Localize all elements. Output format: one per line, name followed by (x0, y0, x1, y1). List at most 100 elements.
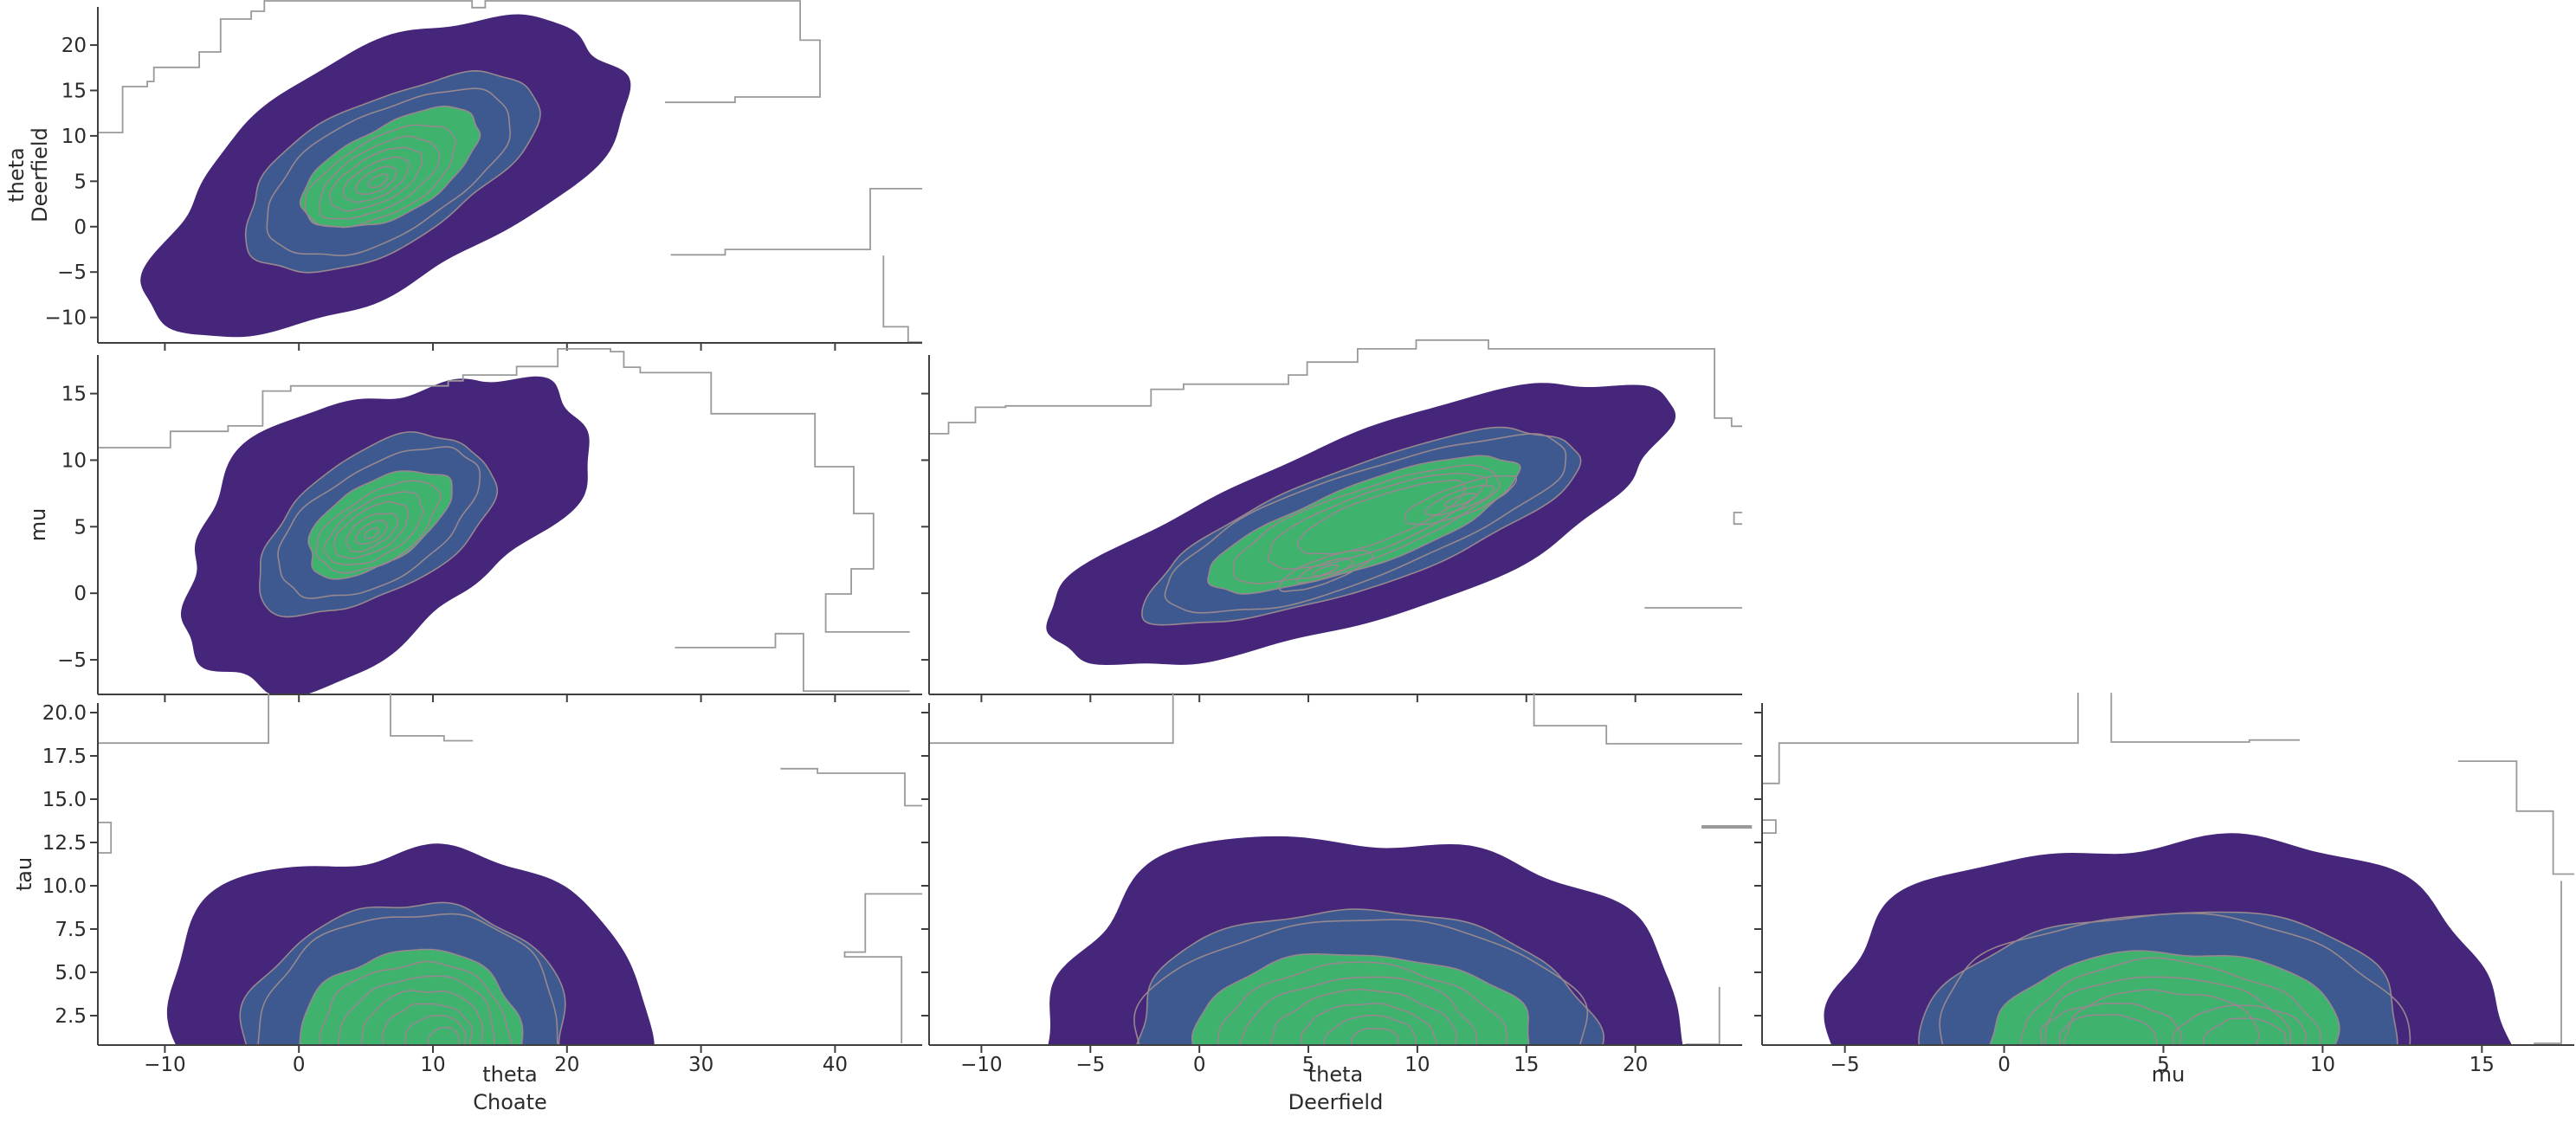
kde-contour-ring (364, 526, 380, 539)
y-tick-label: 17.5 (42, 745, 87, 768)
kde-contour-ring (355, 165, 397, 196)
y-tick-label: 7.5 (55, 919, 87, 941)
x-tick-label: 40 (823, 1054, 848, 1076)
x-tick-label: 10 (2310, 1054, 2335, 1076)
marginal-step-line (1733, 512, 1742, 526)
kde-contour-ring (1312, 564, 1340, 578)
panel-tau-vs-theta-choate: −10 0 10 20 30 40 20.0 17.5 15.0 12.5 10.0 7.5 5.0 2.… (12, 693, 922, 1114)
x-tick-label: 5 (1302, 1054, 1315, 1076)
x-tick-label: 20 (1623, 1054, 1648, 1076)
y-tick-label: 10 (61, 449, 87, 472)
y-tick-label: 5.0 (55, 962, 87, 984)
x-tick-label: 10 (420, 1054, 445, 1076)
kde-contour-ring (315, 480, 442, 574)
y-tick-label: 0 (74, 583, 87, 605)
kde-contour-ring (2039, 1002, 2182, 1045)
y-tick-label: 2.5 (55, 1005, 87, 1028)
marginal-step-line (390, 693, 474, 742)
y-tick-label: 20.0 (42, 702, 87, 725)
x-tick-label: 20 (554, 1054, 579, 1076)
y-tick-label: 0 (74, 216, 87, 239)
marginal-step-line (929, 339, 1742, 435)
y-axis-title: mu (26, 508, 50, 542)
kde-contour-ring (2019, 957, 2322, 1045)
kde-contour-ring (404, 1015, 467, 1045)
marginal-step-line (929, 693, 1174, 745)
panel-theta-deerfield-vs-theta-choate: 20 15 10 5 0 −5 −10 thetaDeerfield (4, 0, 922, 351)
kde-contour-ring (381, 1003, 474, 1045)
panel-tau-vs-mu: −5 0 5 10 15 mu (1754, 693, 2574, 1087)
y-axis-title: tau (12, 857, 36, 891)
y-axis-title: thetaDeerfield (4, 127, 52, 223)
kde-contour-ring (1164, 433, 1567, 614)
kde-contour-ring (345, 512, 399, 552)
x-axis-title: Choate (473, 1090, 547, 1114)
x-tick-label: 15 (2469, 1054, 2495, 1076)
kde-contour-ring (1404, 474, 1518, 526)
kde-contour-ring (338, 975, 495, 1045)
marginal-step-line (2534, 881, 2562, 1044)
kde-contour-ring (1295, 557, 1354, 584)
kde-contour-ring (266, 87, 511, 256)
x-tick-label: 0 (1998, 1054, 2011, 1076)
x-tick-label: 5 (2157, 1054, 2170, 1076)
x-tick-label: 30 (688, 1054, 713, 1076)
kde-contour-ring (1217, 961, 1508, 1045)
kde-contour-ring (318, 135, 441, 220)
y-tick-label: −5 (57, 649, 87, 672)
y-tick-label: 15 (61, 384, 87, 406)
kde-contour-ring (277, 446, 481, 599)
kde-contour-ring (354, 519, 389, 545)
kde-contour-ring (2044, 976, 2292, 1045)
y-tick-label: 5 (74, 171, 87, 193)
marginal-step-line (1762, 819, 1777, 834)
marginal-step-line (2110, 693, 2300, 743)
x-axis-title: theta (482, 1062, 538, 1087)
y-tick-label: −10 (44, 307, 87, 330)
kde-contour-ring (2202, 1017, 2288, 1045)
kde-contour-ring (2063, 989, 2260, 1045)
x-tick-label: −5 (1830, 1054, 1860, 1076)
y-tick-label: 10.0 (42, 875, 87, 898)
kde-fill-inner (1191, 952, 1530, 1045)
x-tick-label: −10 (144, 1054, 186, 1076)
kde-contour-ring (1323, 1014, 1417, 1045)
kde-fill-inner (1989, 950, 2340, 1045)
marginal-step-line (98, 822, 113, 854)
kde-contour-ring (1269, 988, 1458, 1045)
x-tick-label: 15 (1514, 1054, 1539, 1076)
marginal-step-line (843, 893, 922, 1043)
x-tick-label: −5 (1075, 1054, 1105, 1076)
kde-contour-ring (1133, 919, 1589, 1045)
marginal-step-line (1762, 693, 2079, 784)
kde-contour-ring (1350, 1027, 1399, 1045)
kde-fill-inner (307, 470, 453, 580)
x-tick-label: −10 (960, 1054, 1003, 1076)
y-tick-label: 20 (61, 35, 87, 57)
kde-contour-ring (319, 960, 513, 1045)
y-tick-label: 15 (61, 80, 87, 102)
kde-fill-inner (1207, 455, 1521, 595)
y-tick-label: 12.5 (42, 832, 87, 855)
x-tick-label: 0 (293, 1054, 306, 1076)
marginal-step-line (98, 347, 910, 633)
x-axis-title: mu (2152, 1062, 2185, 1087)
x-tick-label: 10 (1404, 1054, 1430, 1076)
kde-contour-ring (329, 146, 423, 212)
panel-tau-vs-theta-deerfield: −10 −5 0 5 10 15 20 theta Deerfield (921, 693, 1753, 1114)
marginal-step-line (670, 187, 922, 256)
marginal-step-line (1533, 693, 1742, 745)
kde-contour-ring (367, 173, 389, 189)
x-axis-title: theta (1308, 1062, 1364, 1087)
kde-contour-ring (1300, 1002, 1438, 1045)
kde-contour-ring (1233, 464, 1501, 584)
marginal-step-line (675, 632, 910, 692)
kde-contour-ring (427, 1026, 461, 1045)
marginal-step-line (98, 0, 821, 134)
kde-contour-ring (304, 124, 456, 229)
kde-contour-ring (342, 156, 410, 203)
marginal-step-line (780, 767, 922, 807)
marginal-step-line (2457, 760, 2574, 875)
